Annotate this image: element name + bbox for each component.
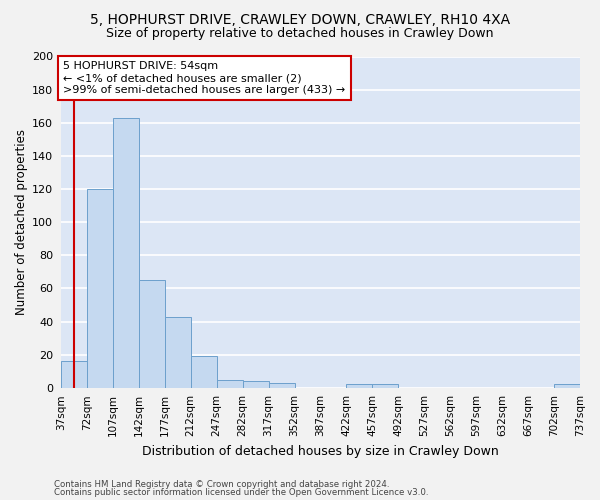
X-axis label: Distribution of detached houses by size in Crawley Down: Distribution of detached houses by size …	[142, 444, 499, 458]
Bar	[373, 384, 398, 388]
Bar	[87, 189, 113, 388]
Bar	[346, 384, 373, 388]
Text: Contains public sector information licensed under the Open Government Licence v3: Contains public sector information licen…	[54, 488, 428, 497]
Bar	[554, 384, 580, 388]
Bar	[139, 280, 165, 388]
Bar	[113, 118, 139, 388]
Bar	[191, 356, 217, 388]
Bar	[269, 383, 295, 388]
Bar	[242, 381, 269, 388]
Y-axis label: Number of detached properties: Number of detached properties	[15, 129, 28, 315]
Bar	[165, 316, 191, 388]
Text: 5, HOPHURST DRIVE, CRAWLEY DOWN, CRAWLEY, RH10 4XA: 5, HOPHURST DRIVE, CRAWLEY DOWN, CRAWLEY…	[90, 12, 510, 26]
Bar	[217, 380, 242, 388]
Bar	[61, 362, 87, 388]
Text: Size of property relative to detached houses in Crawley Down: Size of property relative to detached ho…	[106, 28, 494, 40]
Text: Contains HM Land Registry data © Crown copyright and database right 2024.: Contains HM Land Registry data © Crown c…	[54, 480, 389, 489]
Text: 5 HOPHURST DRIVE: 54sqm
← <1% of detached houses are smaller (2)
>99% of semi-de: 5 HOPHURST DRIVE: 54sqm ← <1% of detache…	[63, 62, 346, 94]
